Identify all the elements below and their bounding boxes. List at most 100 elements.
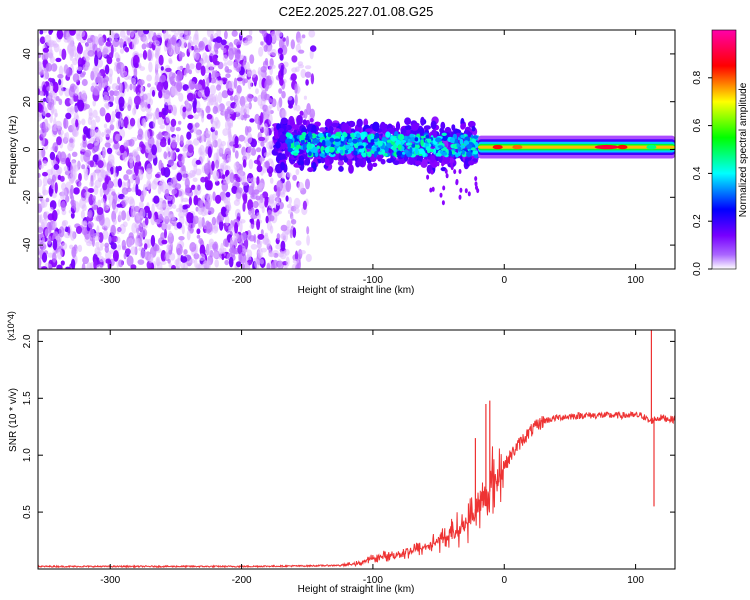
noise-blob — [258, 46, 264, 57]
carrier-halo — [324, 118, 333, 129]
noise-blob — [152, 116, 156, 129]
noise-blob — [148, 61, 153, 73]
noise-blob — [204, 176, 209, 184]
noise-blob — [163, 94, 171, 106]
noise-blob — [219, 219, 224, 231]
noise-blob — [170, 30, 178, 33]
noise-blob — [141, 43, 147, 50]
carrier-blob — [318, 132, 324, 138]
noise-blob — [122, 150, 128, 162]
carrier-blob — [329, 137, 335, 143]
noise-blob — [211, 131, 216, 143]
carrier-blob — [358, 148, 365, 153]
carrier-streak — [474, 181, 478, 187]
noise-blob — [266, 262, 271, 269]
noise-blob — [65, 67, 73, 78]
noise-blob — [109, 90, 115, 96]
noise-blob — [241, 263, 245, 269]
noise-blob — [146, 181, 152, 190]
noise-blob — [137, 259, 145, 265]
noise-blob — [100, 242, 104, 248]
noise-blob — [289, 229, 293, 239]
noise-blob — [138, 247, 145, 252]
noise-blob — [221, 164, 229, 171]
noise-blob — [123, 252, 127, 260]
noise-blob — [163, 151, 168, 160]
noise-blob — [301, 34, 306, 39]
noise-blob — [285, 180, 292, 193]
noise-blob — [54, 182, 58, 194]
noise-blob — [87, 116, 92, 126]
noise-blob — [221, 153, 226, 160]
noise-blob — [120, 119, 124, 128]
noise-blob — [107, 153, 115, 165]
noise-blob — [221, 181, 229, 192]
noise-blob — [125, 248, 131, 256]
carrier-blob — [306, 143, 312, 150]
noise-blob — [164, 132, 171, 140]
colorbar-tick-label: 0.4 — [692, 166, 703, 180]
noise-blob — [221, 206, 227, 218]
noise-blob — [306, 103, 311, 115]
noise-blob — [246, 61, 250, 71]
noise-blob — [93, 258, 98, 269]
noise-blob — [304, 65, 312, 70]
noise-blob — [99, 187, 104, 198]
noise-blob — [280, 224, 288, 232]
noise-blob — [146, 169, 153, 180]
figure-title: C2E2.2025.227.01.08.G25 — [279, 4, 434, 19]
carrier-blob — [285, 132, 291, 138]
noise-blob — [92, 195, 96, 202]
noise-blob — [223, 238, 229, 247]
noise-blob — [38, 102, 43, 112]
noise-blob — [240, 104, 247, 114]
noise-blob — [71, 142, 75, 149]
noise-blob — [94, 54, 99, 67]
noise-blob — [178, 211, 185, 219]
y-tick-label: 2.0 — [22, 334, 33, 348]
noise-blob — [166, 244, 170, 249]
noise-blob — [171, 216, 177, 224]
noise-blob — [80, 102, 85, 109]
noise-blob — [57, 174, 62, 181]
noise-blob — [275, 244, 282, 250]
noise-blob — [239, 251, 247, 264]
noise-blob — [196, 100, 201, 112]
noise-blob — [277, 210, 282, 215]
snr-y-multiplier: (x10^4) — [6, 311, 16, 341]
noise-blob — [150, 234, 156, 247]
noise-blob — [267, 248, 273, 257]
noise-blob — [290, 219, 297, 225]
carrier-streak — [429, 187, 433, 193]
noise-blob — [72, 57, 78, 66]
carrier-blob — [356, 133, 361, 138]
carrier-blob — [471, 147, 476, 151]
noise-blob — [194, 49, 200, 61]
noise-blob — [47, 52, 53, 58]
noise-blob — [82, 134, 86, 142]
noise-blob — [104, 64, 110, 75]
snr-x-ticks: -300 -200 -100 0 100 — [100, 330, 644, 586]
snr-x-label: Height of straight line (km) — [298, 584, 415, 595]
noise-blob — [281, 90, 286, 99]
noise-blob — [81, 204, 87, 212]
carrier-streak — [442, 185, 446, 191]
noise-blob — [125, 36, 131, 43]
noise-blob — [224, 259, 229, 266]
noise-blob — [260, 89, 268, 102]
noise-blob — [111, 83, 119, 91]
snr-y-label: SNR (10 * v/v) — [8, 388, 19, 452]
noise-blob — [58, 199, 62, 208]
noise-blob — [185, 35, 192, 41]
noise-blob — [241, 245, 246, 254]
noise-blob — [208, 207, 215, 215]
noise-blob — [48, 82, 54, 93]
noise-blob — [268, 104, 273, 109]
carrier-blob — [312, 139, 320, 144]
noise-blob — [239, 95, 246, 107]
carrier-blob — [410, 137, 416, 142]
noise-blob — [61, 242, 68, 250]
noise-blob — [81, 118, 86, 126]
noise-blob — [250, 177, 257, 184]
